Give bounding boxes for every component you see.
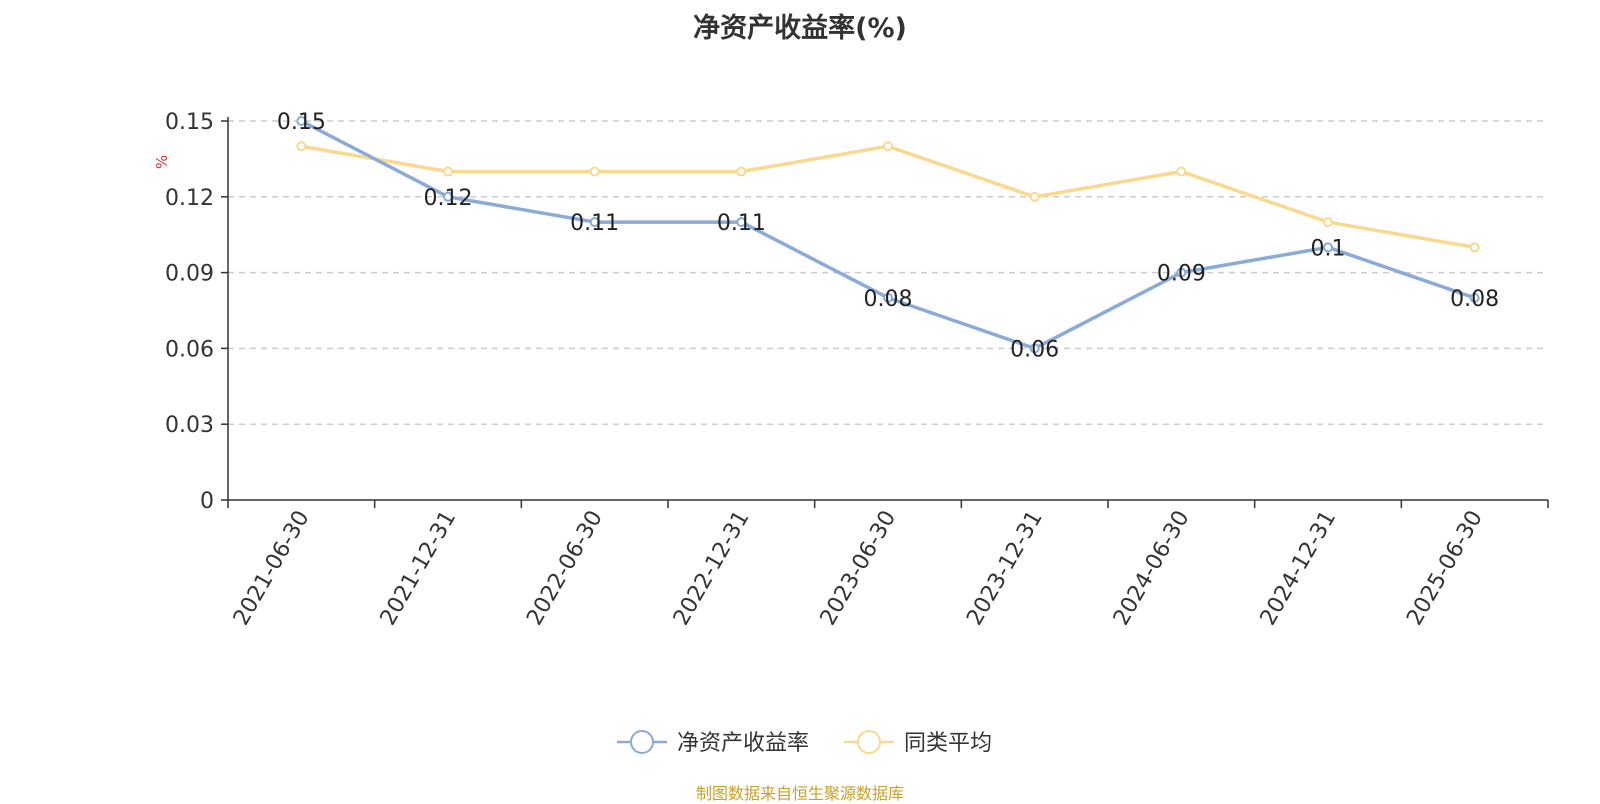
data-label: 0.11: [570, 211, 619, 236]
source-note: 制图数据来自恒生聚源数据库: [695, 784, 904, 803]
data-point: [736, 217, 747, 228]
data-label: 0.09: [1157, 262, 1206, 287]
x-tick-label: 2022-06-30: [522, 507, 608, 630]
y-tick-label: 0: [200, 489, 214, 514]
data-label: 0.08: [864, 287, 913, 312]
data-point: [589, 166, 600, 177]
data-label: 0.12: [424, 186, 473, 211]
y-axis-label: %: [153, 155, 171, 169]
x-tick-label: 2022-12-31: [669, 507, 755, 630]
legend-marker: [857, 730, 881, 754]
data-point: [736, 166, 747, 177]
data-point: [1029, 191, 1040, 202]
x-tick-label: 2023-06-30: [816, 507, 902, 630]
data-point: [296, 116, 307, 126]
data-point: [589, 217, 600, 228]
data-label: 0.1: [1311, 236, 1346, 261]
data-point: [1323, 242, 1333, 253]
x-tick-label: 2024-06-30: [1109, 507, 1195, 630]
data-point: [883, 292, 893, 303]
legend-label: 净资产收益率: [677, 731, 809, 756]
y-tick-label: 0.03: [165, 413, 214, 438]
data-point: [1029, 343, 1040, 354]
data-point: [883, 141, 893, 152]
data-label: 0.11: [717, 211, 766, 236]
data-point: [1176, 267, 1187, 278]
y-tick-label: 0.06: [165, 337, 214, 362]
data-point: [1469, 292, 1480, 303]
y-tick-label: 0.12: [165, 186, 214, 211]
series-line-roe: [300, 119, 1476, 351]
data-point: [1469, 242, 1480, 253]
x-tick-label: 2021-06-30: [229, 507, 315, 630]
y-tick-label: 0.15: [165, 110, 214, 135]
x-tick-label: 2025-06-30: [1402, 507, 1488, 630]
chart-title: 净资产收益率(%): [693, 13, 907, 44]
data-label: 0.08: [1450, 287, 1499, 312]
data-point: [1323, 217, 1333, 228]
data-point: [443, 166, 453, 177]
x-tick-label: 2024-12-31: [1256, 507, 1342, 630]
data-point: [1176, 166, 1187, 177]
data-point: [296, 141, 307, 152]
x-tick-label: 2021-12-31: [376, 507, 462, 630]
legend-marker: [630, 730, 654, 754]
data-label: 0.06: [1010, 337, 1059, 362]
y-tick-label: 0.09: [165, 262, 214, 287]
x-tick-label: 2023-12-31: [962, 507, 1048, 630]
data-label: 0.15: [277, 110, 326, 135]
data-point: [443, 191, 453, 202]
legend-label: 同类平均: [904, 731, 992, 756]
